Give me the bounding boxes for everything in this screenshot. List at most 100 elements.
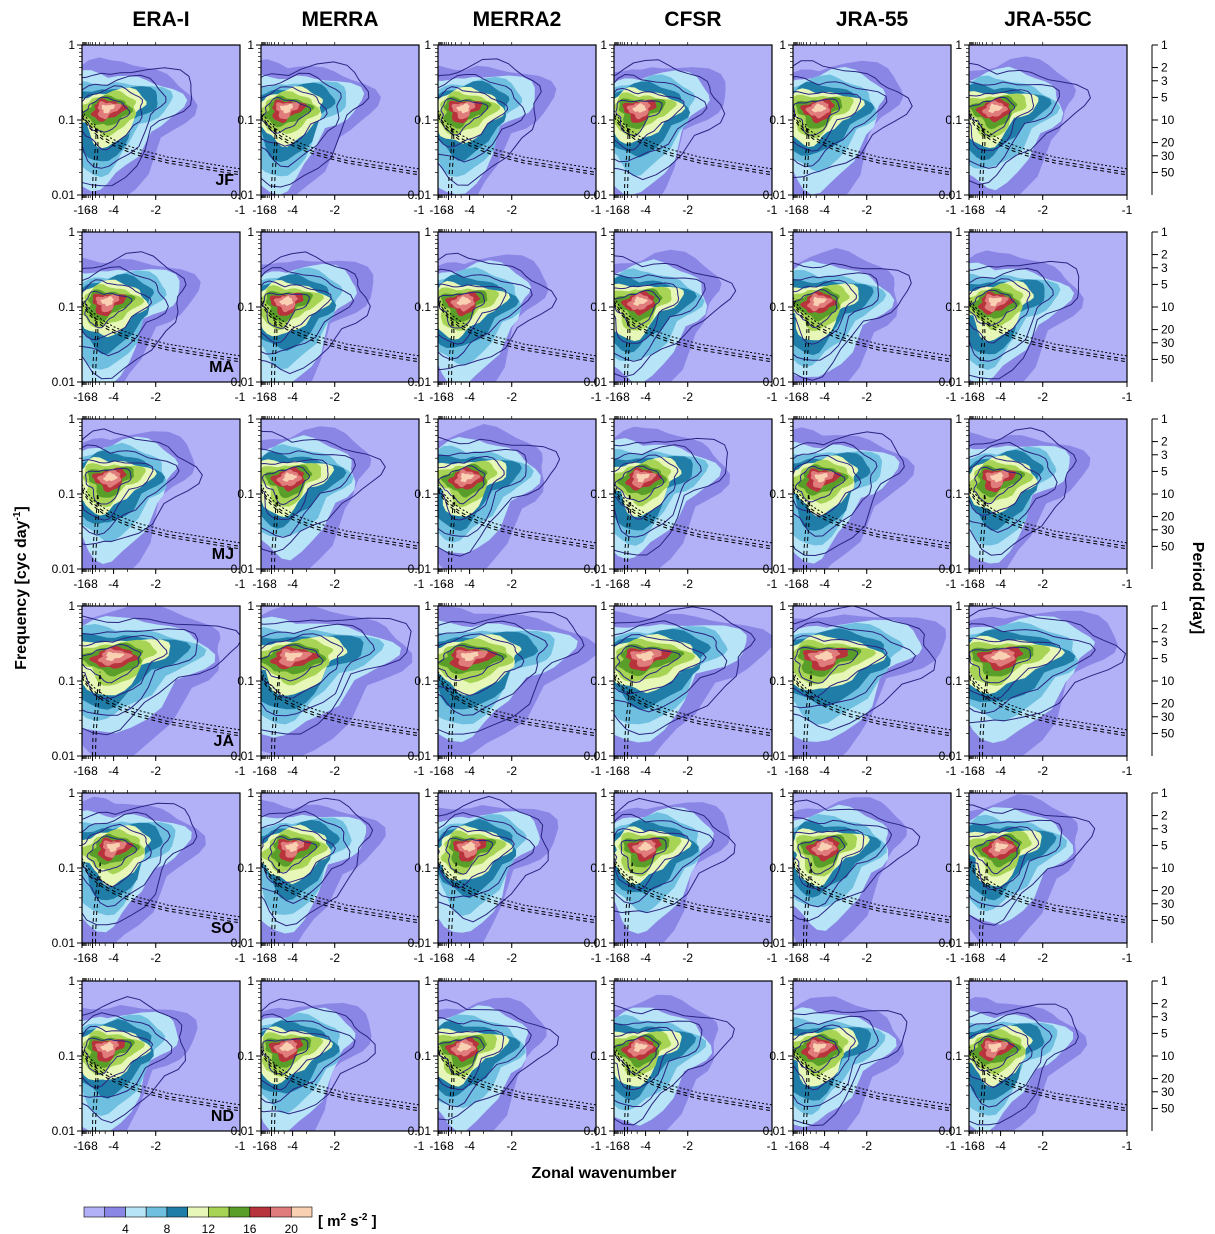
panel: -16-8 -4 -2 -1 1 0.1 0.01 [763, 38, 957, 217]
x-tick-label: -1 [1122, 577, 1133, 591]
period-tick-label: 5 [1161, 464, 1168, 478]
x-tick-label: -16 [429, 951, 447, 965]
y-tick-label: 0.1 [237, 300, 254, 314]
dispersion-curve [614, 115, 772, 176]
contour-line [793, 279, 857, 345]
dispersion-curve [438, 1051, 596, 1112]
x-tick-label: -4 [995, 1139, 1006, 1153]
colorbar: 4 8 12 16 20 [83, 1206, 313, 1234]
x-tick-label: -8 [443, 764, 454, 778]
x-tick-label: -2 [329, 203, 340, 217]
dispersion-curve [614, 676, 772, 737]
x-tick-label: -8 [974, 390, 985, 404]
y-tick-label: 0.1 [58, 487, 75, 501]
contour-line [82, 1025, 154, 1089]
contour-line [793, 606, 937, 731]
x-tick-label: -2 [861, 1139, 872, 1153]
dispersion-curve [793, 489, 951, 550]
x-tick-label: -16 [960, 1139, 978, 1153]
period-tick-label: 5 [1161, 838, 1168, 852]
x-tick-label: -4 [819, 1139, 830, 1153]
period-tick-label: 5 [1161, 1026, 1168, 1040]
period-tick-label: 50 [1161, 539, 1175, 553]
dispersion-curve [82, 676, 240, 737]
x-tick-label: -16 [429, 577, 447, 591]
dispersion-curve [273, 1062, 278, 1131]
x-tick-label: -1 [1122, 203, 1133, 217]
dispersion-curve [261, 109, 419, 170]
column-title: ERA-I [132, 8, 189, 31]
x-tick-label: -16 [73, 951, 91, 965]
x-tick-label: -1 [767, 390, 778, 404]
period-tick-label: 10 [1161, 300, 1175, 314]
x-tick-label: -1 [414, 951, 425, 965]
season-label: ND [211, 1108, 234, 1125]
contour-line [969, 278, 1031, 344]
contour-fill [813, 296, 827, 307]
x-tick-label: -8 [974, 764, 985, 778]
panel: -16-8 -4 -2 -1 1 0.1 0.01 [231, 974, 425, 1153]
colorbar-swatch [187, 1206, 209, 1218]
x-tick-label: -4 [640, 951, 651, 965]
panel: -16-8 -4 -2 -1 1 0.1 0.01 [939, 38, 1133, 217]
x-tick-label: -2 [506, 203, 517, 217]
x-tick-label: -2 [1037, 951, 1048, 965]
x-tick-label: -2 [682, 203, 693, 217]
contour-fill [285, 842, 299, 852]
y-tick-label: 0.01 [52, 562, 76, 576]
dispersion-curve [438, 483, 596, 544]
x-tick-label: -4 [287, 951, 298, 965]
x-tick-label: -1 [591, 764, 602, 778]
panel: -16-8 -4 -2 -1 1 0.1 0.01 [584, 786, 778, 965]
panel: -16-8 -4 -2 -1 1 0.1 0.01 [584, 974, 778, 1153]
y-tick-label: 0.01 [763, 936, 787, 950]
contour-line [261, 251, 371, 375]
dispersion-curve [261, 676, 419, 737]
y-tick-label: 1 [68, 599, 75, 613]
y-tick-label: 1 [600, 974, 607, 988]
x-axis-label: Zonal wavenumber [532, 1165, 677, 1182]
contour-fill [988, 103, 1003, 113]
contour-line [614, 1004, 735, 1126]
dispersion-curve [92, 671, 101, 756]
period-tick-label: 1 [1161, 38, 1168, 52]
x-tick-label: -2 [1037, 1139, 1048, 1153]
y-tick-label: 0.01 [763, 562, 787, 576]
dispersion-curve [82, 674, 240, 734]
contour-fill [460, 651, 479, 662]
colorbar-tick-label: 16 [243, 1222, 257, 1234]
contour-line [261, 458, 329, 520]
dispersion-curve [82, 863, 240, 924]
dispersion-curve [981, 1062, 986, 1131]
dispersion-curve [969, 113, 1127, 173]
period-tick-label: 2 [1161, 435, 1168, 449]
y-tick-label: 0.1 [590, 113, 607, 127]
y-tick-label: 0.1 [58, 113, 75, 127]
y-tick-label: 1 [955, 786, 962, 800]
x-tick-label: -4 [819, 764, 830, 778]
y-tick-label: 1 [955, 599, 962, 613]
panel: -16-8 -4 -2 -1 1 0.1 0.01 [939, 786, 1133, 965]
contour-line [261, 797, 374, 927]
contour-line [969, 441, 1058, 533]
dispersion-curve [448, 862, 457, 943]
dispersion-curve [82, 489, 240, 550]
contour-line [614, 813, 715, 905]
y-tick-label: 1 [779, 974, 786, 988]
x-tick-label: -8 [798, 577, 809, 591]
panel: -16-8 -4 -2 -1 1 0.1 0.01 [763, 599, 957, 778]
y-axis-label-period: Period [day] [1189, 542, 1206, 634]
contour-fill [632, 103, 647, 113]
contour-line [261, 617, 412, 735]
dispersion-curve [448, 1062, 453, 1131]
dispersion-curve [614, 1051, 772, 1112]
dispersion-curve [969, 115, 1127, 176]
contour-fill [101, 104, 115, 114]
dispersion-curve [271, 862, 280, 943]
x-tick-label: -2 [682, 951, 693, 965]
dispersion-curve [627, 671, 633, 756]
contour-line [445, 837, 494, 875]
contour-fill [988, 1043, 1002, 1053]
panel: -16-8 -4 -2 -1 1 0.1 0.01 JA [52, 599, 246, 778]
contour-line [82, 96, 131, 133]
